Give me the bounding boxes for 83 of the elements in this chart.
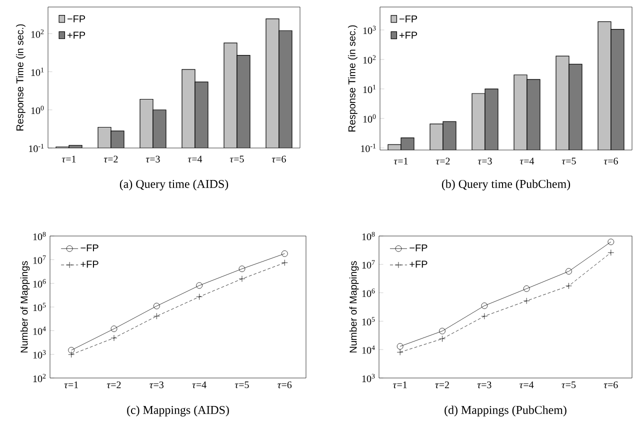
y-tick-label: 10$^{2}$ xyxy=(33,374,46,382)
legend-label: −FP xyxy=(399,15,418,22)
y-tick-label: 10$^{5}$ xyxy=(362,317,375,326)
x-tick-label: τ=4 xyxy=(188,156,202,162)
y-tick-label: 10$^{4}$ xyxy=(362,345,375,354)
y-tick-label: 10$^{1}$ xyxy=(363,84,376,94)
y-tick-label: 10$^{2}$ xyxy=(31,29,44,38)
legend-label: −FP xyxy=(67,15,86,22)
x-tick-label: τ=2 xyxy=(435,382,449,388)
legend-label: +FP xyxy=(399,32,418,39)
x-tick-label: τ=5 xyxy=(230,156,244,162)
x-tick-label: τ=2 xyxy=(106,382,121,388)
y-tick-label: 10$^{7}$ xyxy=(362,260,375,269)
x-tick-label: τ=3 xyxy=(146,156,160,162)
legend-label: −FP xyxy=(410,244,428,252)
y-axis-title: Number of Mappings xyxy=(20,261,30,352)
y-tick-label: 10$^{3}$ xyxy=(362,374,375,382)
point xyxy=(153,302,160,310)
y-axis-title: Number of Mappings xyxy=(349,261,359,352)
y-tick-label: 10$^{4}$ xyxy=(33,326,46,335)
x-tick-label: τ=5 xyxy=(562,158,576,164)
x-tick-label: τ=4 xyxy=(192,382,206,388)
y-tick-label: 10$^{0}$ xyxy=(363,114,376,123)
y-axis-title: Response Time (in sec.) xyxy=(16,24,26,130)
point xyxy=(238,276,246,282)
point xyxy=(566,268,572,275)
legend-label: +FP xyxy=(67,32,86,39)
x-tick-label: τ=5 xyxy=(562,382,576,388)
point xyxy=(523,298,530,304)
point xyxy=(481,313,488,320)
point xyxy=(196,282,203,289)
point xyxy=(439,328,446,334)
y-tick-label: 10$^{8}$ xyxy=(33,232,46,240)
x-tick-label: τ=1 xyxy=(393,382,407,388)
y-tick-label: 10$^{3}$ xyxy=(363,26,376,34)
x-tick-label: τ=2 xyxy=(436,158,450,164)
y-tick-label: 10$^{6}$ xyxy=(362,288,375,297)
point xyxy=(523,285,530,292)
x-tick-label: τ=3 xyxy=(150,382,164,388)
text: (d) Mappings (PubChem) xyxy=(444,406,566,416)
x-tick-label: τ=5 xyxy=(234,382,249,388)
text: (a) Query time (AIDS) xyxy=(120,180,228,190)
legend-label: +FP xyxy=(80,260,98,268)
point xyxy=(110,326,118,332)
x-tick-label: τ=3 xyxy=(478,158,492,164)
x-tick-label: τ=1 xyxy=(394,158,408,164)
point xyxy=(608,249,614,256)
x-tick-label: τ=6 xyxy=(604,158,618,164)
point xyxy=(68,351,75,358)
point xyxy=(608,238,614,246)
y-tick-label: 10$^{3}$ xyxy=(33,350,46,358)
x-tick-label: τ=4 xyxy=(520,382,534,388)
point xyxy=(153,312,160,320)
y-axis-title: Response Time (in sec.) xyxy=(348,25,358,132)
x-tick-label: τ=4 xyxy=(520,158,534,164)
y-tick-label: 10$^{1}$ xyxy=(31,68,44,76)
x-tick-label: τ=1 xyxy=(62,156,76,162)
x-tick-label: τ=6 xyxy=(604,382,618,388)
point xyxy=(238,266,246,272)
y-tick-label: 10$^{5}$ xyxy=(33,302,46,312)
x-tick-label: τ=3 xyxy=(477,382,492,388)
point xyxy=(396,349,404,356)
x-tick-label: τ=6 xyxy=(272,156,286,162)
y-tick-label: 10$^{0}$ xyxy=(31,106,44,114)
y-tick-label: 10$^{8}$ xyxy=(362,232,375,240)
point xyxy=(196,294,203,300)
y-tick-label: 10$^{2}$ xyxy=(363,55,376,64)
y-tick-label: 10$^{7}$ xyxy=(33,256,46,264)
x-tick-label: τ=1 xyxy=(64,382,78,388)
legend-label: +FP xyxy=(410,260,428,268)
point xyxy=(396,343,404,350)
point xyxy=(110,334,118,342)
text: (b) Query time (PubChem) xyxy=(442,180,570,190)
y-tick-label: 10$^{-1}$ xyxy=(361,144,376,152)
point xyxy=(68,346,75,354)
point xyxy=(481,302,488,309)
legend-label: −FP xyxy=(80,244,98,252)
x-tick-label: τ=6 xyxy=(278,382,292,388)
y-tick-label: 10$^{-1}$ xyxy=(29,144,44,152)
text: (c) Mappings (AIDS) xyxy=(127,406,229,416)
x-tick-label: τ=2 xyxy=(104,156,118,162)
point xyxy=(281,250,288,257)
y-tick-label: 10$^{6}$ xyxy=(33,279,46,288)
